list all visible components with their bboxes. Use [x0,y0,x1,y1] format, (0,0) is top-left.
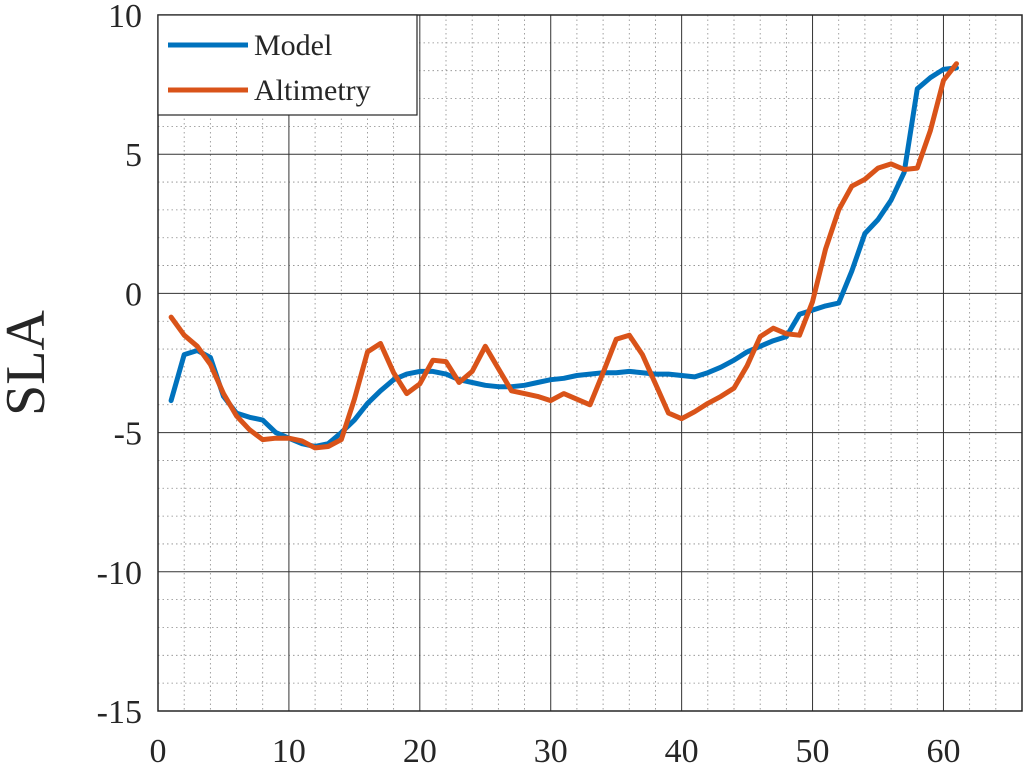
x-tick-label: 10 [272,733,306,769]
series-layer [168,61,959,451]
series-line-altimetry [168,61,959,451]
y-tick-label: -15 [97,694,142,731]
legend-label-model: Model [254,29,332,62]
y-tick-label: 10 [108,0,142,35]
x-tick-label: 60 [926,733,960,769]
x-tick-label: 50 [796,733,830,769]
y-tick-label: 0 [125,276,142,313]
x-tick-label: 0 [150,733,167,769]
x-tick-label: 30 [534,733,568,769]
y-axis-label: SLA [0,310,57,416]
legend-box [157,14,418,116]
plot-background [158,15,1022,711]
minor-grid [158,15,1022,711]
y-tick-label: 5 [125,137,142,174]
y-tick-label: -5 [114,416,142,453]
plot-frame [157,14,1023,712]
y-tick-label: -10 [97,555,142,592]
x-tick-label: 40 [665,733,699,769]
legend-label-altimetry: Altimetry [254,74,371,107]
major-grid [158,15,1022,711]
x-tick-label: 20 [403,733,437,769]
legend: Model Altimetry [157,14,418,116]
